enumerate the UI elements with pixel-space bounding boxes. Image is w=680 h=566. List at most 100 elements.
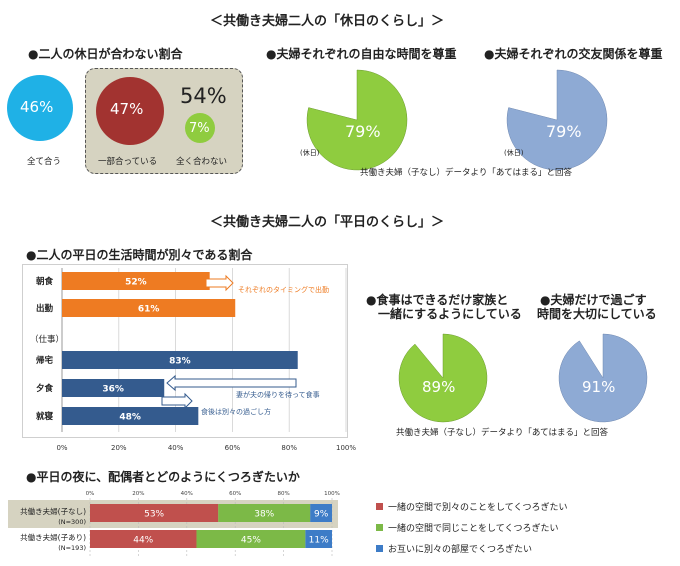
partial-match-value: 47%	[110, 100, 144, 118]
timing-annotation: それぞれのタイミングで出勤	[238, 286, 329, 294]
all-match-value: 46%	[20, 98, 54, 116]
bar-tick-label: 0%	[56, 444, 67, 452]
stack-value-label: 53%	[144, 510, 164, 520]
stack-value-label: 9%	[314, 510, 329, 520]
alone-pie-slice	[558, 333, 648, 423]
stack-tick-label: 60%	[229, 491, 241, 497]
wait-annotation: 妻が夫の帰りを待って食事	[236, 391, 320, 399]
bar-value-label: 61%	[138, 305, 160, 315]
holiday-header: ＜共働き夫婦二人の「休日のくらし」＞	[210, 14, 445, 29]
night-legend: 一緒の空間で別々のことをしてくつろぎたい 一緒の空間で同じことをしてくつろぎたいお…	[376, 496, 567, 559]
friends-pie-slice	[506, 69, 608, 171]
stack-value-label: 45%	[241, 536, 261, 546]
legend-label: 一緒の空間で別々のことをしてくつろぎたい	[388, 503, 568, 513]
partial-match-label: 一部合っている	[98, 157, 158, 167]
stack-segment	[90, 530, 197, 548]
mismatch-total-value: 54%	[180, 84, 227, 108]
stack-sample-size: (N=193)	[58, 544, 86, 552]
stack-value-label: 44%	[133, 536, 153, 546]
alone-value: 91%	[582, 378, 616, 396]
timing-arrow	[205, 274, 234, 292]
stack-value-label: 38%	[254, 510, 274, 520]
holiday-circles	[7, 75, 215, 145]
stack-tick-label: 0%	[86, 491, 95, 497]
legend-item: お互いに別々の部屋でくつろぎたい	[376, 538, 567, 559]
bar-category-label: 出勤	[36, 303, 54, 314]
bar-3	[62, 351, 298, 369]
separate-arrow	[161, 392, 193, 410]
bar-tick-label: 20%	[111, 444, 127, 452]
meal-pie-slice	[398, 333, 488, 423]
meal-pie	[398, 333, 488, 423]
legend-swatch	[376, 524, 383, 531]
alone-title-2: 時間を大切にしている	[537, 307, 657, 321]
stack-value-label: 11%	[309, 536, 329, 546]
stack-segment	[310, 504, 332, 522]
legend-swatch	[376, 545, 383, 552]
stack-category-label: 共働き夫婦(子あり)	[20, 532, 86, 542]
stack-segment	[305, 530, 332, 548]
no-match-circle	[185, 113, 215, 143]
weekday-source: 共働き夫婦（子なし）データより「あてはまる」と回答	[396, 428, 608, 438]
partial-match-circle	[96, 77, 164, 145]
bar-chart-frame	[22, 264, 348, 438]
wait-arrow	[166, 374, 297, 392]
stack-tick-label: 100%	[324, 491, 340, 497]
free-time-value: 79%	[345, 122, 381, 141]
holiday-match-title: ●二人の休日が合わない割合	[28, 47, 183, 61]
separate-annotation: 食後は別々の過ごし方	[201, 408, 271, 416]
bar-annotations	[161, 274, 297, 410]
bar-1	[62, 272, 210, 290]
free-time-pie-slice	[306, 69, 408, 171]
meal-title-2: 一緒にするようにしている	[378, 307, 522, 321]
bar-category-label: 帰宅	[36, 355, 54, 366]
friends-tag: (休日)	[504, 149, 524, 157]
alone-title-1: ●夫婦だけで過ごす	[540, 293, 647, 307]
work-group-label: （仕事）	[30, 335, 65, 345]
stack-tick-label: 20%	[132, 491, 144, 497]
all-match-circle	[7, 75, 73, 141]
free-time-pie	[306, 69, 408, 171]
bar-5	[62, 407, 199, 425]
bar-tick-label: 80%	[281, 444, 297, 452]
bar-4	[62, 379, 165, 397]
legend-item: 一緒の空間で同じことをしてくつろぎたい	[376, 517, 567, 538]
legend-label: お互いに別々の部屋でくつろぎたい	[388, 545, 533, 555]
holiday-source: 共働き夫婦（子なし）データより「あてはまる」と回答	[360, 168, 572, 178]
no-match-label: 全く合わない	[176, 157, 228, 167]
bar-tick-label: 40%	[168, 444, 184, 452]
friends-value: 79%	[546, 122, 582, 141]
night-title: ●平日の夜に、配偶者とどのようにくつろぎたいか	[26, 470, 300, 484]
stack-tick-label: 40%	[181, 491, 193, 497]
bar-category-label: 就寝	[36, 411, 54, 422]
weekday-bar-chart: 朝食 52% 出勤 61% 帰宅 83% 夕食 36% 就寝 48% 0% 20% 40% 60% 80%…	[36, 268, 356, 452]
bar-value-label: 36%	[102, 385, 124, 395]
meal-value: 89%	[422, 378, 456, 396]
bar-2	[62, 299, 236, 317]
bar-tick-label: 100%	[336, 444, 356, 452]
bar-tick-label: 60%	[225, 444, 241, 452]
friends-pie	[506, 69, 608, 171]
meal-title-1: ●食事はできるだけ家族と	[366, 293, 509, 307]
free-time-tag: (休日)	[300, 149, 320, 157]
weekday-bar-title: ●二人の平日の生活時間が別々である割合	[26, 248, 253, 262]
legend-item: 一緒の空間で別々のことをしてくつろぎたい	[376, 496, 567, 517]
legend-label: 一緒の空間で同じことをしてくつろぎたい	[388, 524, 559, 534]
stack-sample-size: (N=300)	[58, 518, 86, 526]
bar-value-label: 83%	[169, 357, 191, 367]
all-match-label: 全て合う	[27, 157, 62, 167]
bar-value-label: 52%	[125, 278, 147, 288]
friends-title: ●夫婦それぞれの交友関係を尊重	[484, 47, 663, 61]
stack-tick-label: 80%	[277, 491, 289, 497]
alone-pie	[558, 333, 648, 423]
bar-value-label: 48%	[119, 413, 141, 423]
weekday-header: ＜共働き夫婦二人の「平日のくらし」＞	[210, 215, 445, 230]
free-time-title: ●夫婦それぞれの自由な時間を尊重	[266, 47, 457, 61]
stack-segment	[196, 530, 306, 548]
no-match-value: 7%	[189, 121, 210, 136]
bar-category-label: 朝食	[36, 276, 54, 287]
bar-category-label: 夕食	[36, 383, 54, 394]
legend-swatch	[376, 503, 383, 510]
night-stacked-chart: 0% 20% 40% 60% 80% 100% 共働き夫婦(子なし) (N=300) 53% 3…	[20, 491, 340, 556]
stack-segment	[90, 504, 219, 522]
